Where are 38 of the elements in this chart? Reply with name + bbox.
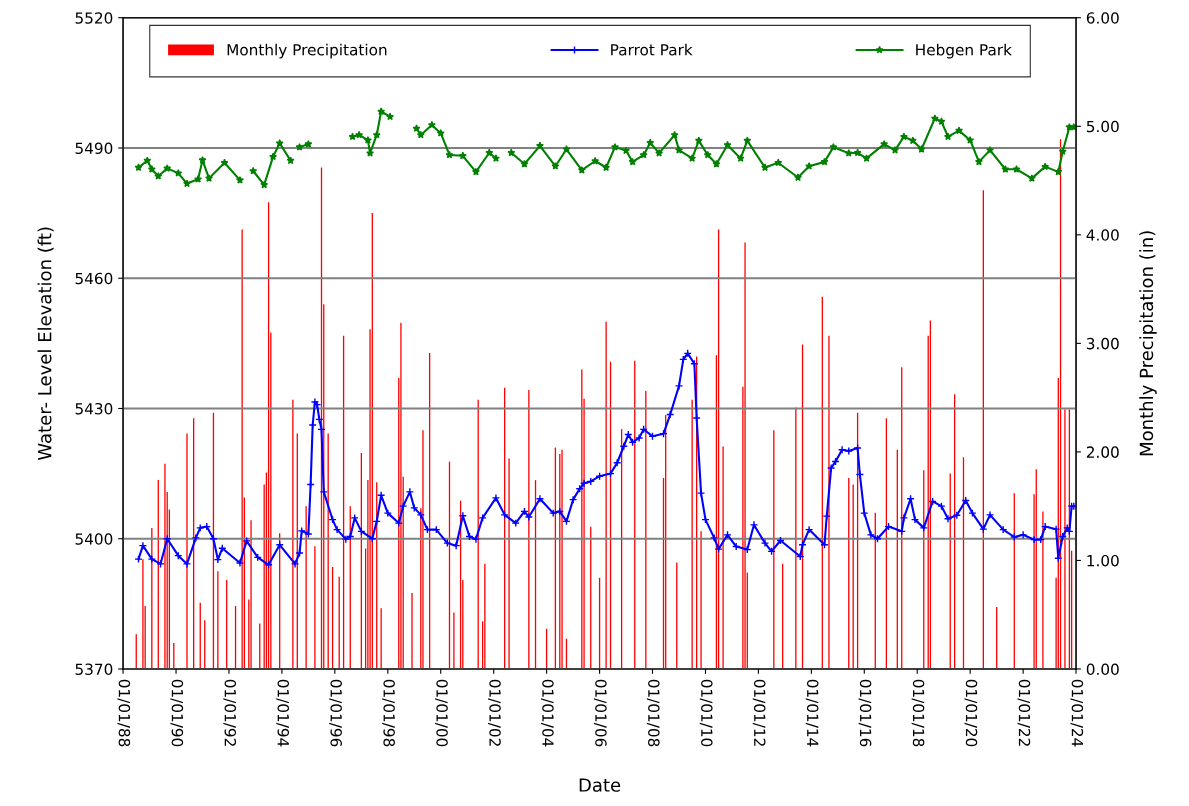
x-tick-label: 01/01/94 [276, 679, 290, 747]
legend-label: Parrot Park [611, 43, 693, 56]
x-tick-label: 01/01/04 [540, 679, 554, 747]
legend-label: Monthly Precipitation [227, 43, 387, 59]
y2-tick-label: 6.00 [1086, 12, 1119, 24]
y2-axis-title: Monthly Precipitation (in) [1139, 231, 1157, 456]
x-tick-label: 01/01/96 [329, 679, 342, 747]
y-tick-label: 5370 [75, 663, 113, 675]
y2-tick-label: 1.00 [1087, 554, 1119, 567]
x-axis-title: Date [579, 778, 621, 792]
y2-tick-label: 2.00 [1086, 446, 1119, 458]
x-tick-label: 01/01/90 [170, 679, 184, 747]
x-tick-label: 01/01/08 [646, 679, 660, 747]
x-tick-label: 01/01/02 [488, 679, 501, 746]
x-tick-label: 01/01/18 [911, 679, 925, 747]
x-tick-label: 01/01/06 [593, 679, 607, 747]
x-tick-label: 01/01/20 [964, 679, 978, 747]
x-tick-label: 01/01/88 [117, 679, 131, 747]
x-tick-label: 01/01/14 [805, 679, 819, 747]
x-tick-label: 01/01/98 [382, 679, 395, 747]
y-tick-label: 5430 [75, 402, 113, 415]
y2-tick-label: 3.00 [1086, 337, 1119, 350]
y-axis-title: Water- Level Elevation (ft) [37, 227, 54, 461]
x-tick-label: 01/01/00 [435, 679, 448, 747]
y-tick-label: 5490 [75, 142, 113, 154]
x-tick-label: 01/01/22 [1017, 679, 1031, 746]
y2-tick-label: 4.00 [1086, 229, 1119, 241]
x-tick-label: 01/01/16 [858, 679, 872, 747]
y-tick-label: 5520 [75, 12, 113, 24]
y-tick-label: 5460 [75, 272, 113, 285]
legend-label: Hebgen Park [916, 43, 1012, 59]
y2-tick-label: 0.00 [1086, 663, 1119, 675]
x-tick-label: 01/01/92 [223, 679, 237, 746]
y-tick-label: 5400 [75, 533, 113, 545]
x-tick-label: 01/01/12 [752, 679, 766, 746]
x-tick-label: 01/01/10 [699, 679, 713, 747]
x-tick-label: 01/01/24 [1070, 679, 1084, 747]
y2-tick-label: 5.00 [1086, 120, 1119, 133]
